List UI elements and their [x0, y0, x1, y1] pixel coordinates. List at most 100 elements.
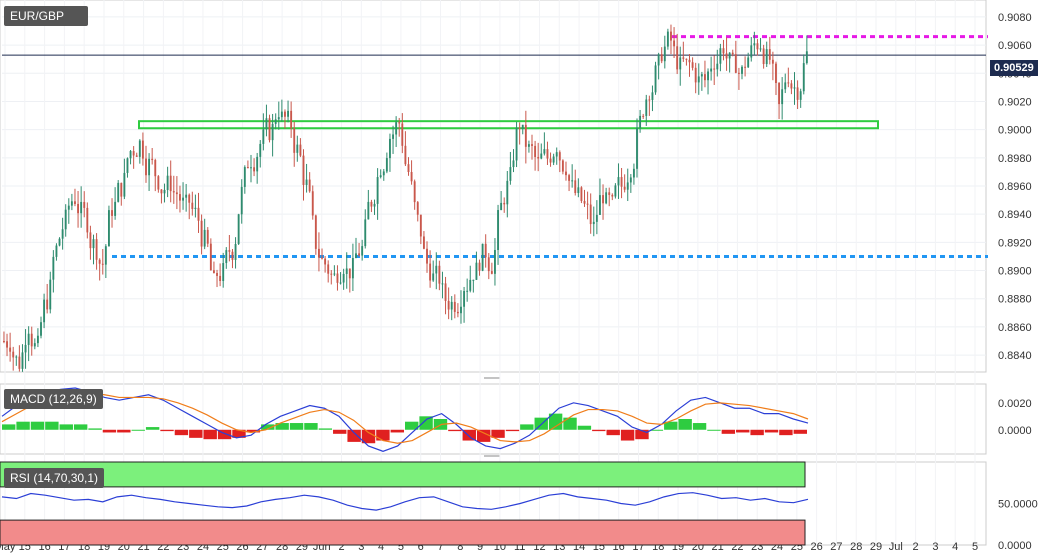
candle-body: [586, 203, 589, 205]
candle-body: [589, 204, 592, 225]
candle-body: [707, 71, 709, 81]
candle-body: [49, 279, 52, 310]
candle-body: [768, 49, 771, 60]
macd-histogram-bar: [131, 429, 145, 431]
candle-body: [537, 156, 540, 159]
candle-body: [765, 49, 768, 65]
candle-body: [540, 153, 543, 159]
candle-body: [725, 53, 728, 59]
macd-tick-label: 0.0000: [998, 425, 1032, 437]
macd-histogram-bar: [793, 429, 807, 434]
candle-body: [719, 48, 722, 64]
candle-body: [645, 99, 648, 116]
candle-body: [490, 271, 493, 274]
y-tick-label: 0.9060: [998, 40, 1032, 52]
candle-body: [40, 322, 42, 336]
candle-body: [636, 127, 638, 169]
candle-body: [203, 229, 206, 247]
candle-body: [611, 194, 614, 197]
macd-histogram-bar: [692, 423, 707, 430]
candle-body: [169, 175, 172, 192]
macd-histogram-bar: [592, 429, 606, 432]
macd-histogram-bar: [347, 429, 361, 442]
x-tick-label: 4: [378, 541, 384, 553]
candle-body: [379, 175, 382, 178]
macd-histogram-bar: [88, 428, 102, 430]
candle-body: [284, 111, 286, 117]
rsi-tick-label: 50.0000: [998, 499, 1038, 511]
candle-body: [12, 351, 15, 358]
candle-body: [355, 253, 357, 258]
candle-body: [602, 195, 604, 204]
candle-body: [253, 167, 256, 172]
candle-body: [531, 144, 533, 146]
candle-body: [179, 194, 181, 201]
macd-histogram-bar: [160, 429, 174, 432]
candle-body: [463, 291, 466, 307]
last-price-tag: 0.90529: [990, 60, 1038, 76]
x-tick-label: 3: [358, 541, 364, 553]
candle-body: [515, 127, 518, 161]
macd-histogram-bar: [606, 429, 620, 436]
candle-body: [77, 203, 80, 214]
candle-body: [679, 57, 682, 70]
candle-body: [521, 124, 524, 129]
candle-body: [407, 164, 410, 172]
candle-body: [129, 151, 132, 159]
candle-body: [571, 180, 574, 182]
macd-label: MACD (12,26,9): [4, 389, 103, 409]
candle-body: [775, 63, 777, 84]
candle-body: [781, 89, 784, 105]
candle-body: [234, 243, 237, 260]
macd-histogram-bar: [102, 429, 117, 433]
candle-body: [154, 160, 157, 177]
candle-body: [321, 257, 323, 259]
macd-signal-line: [1, 392, 809, 444]
candle-body: [43, 299, 46, 323]
macd-histogram-bar: [318, 428, 333, 430]
candle-body: [342, 273, 345, 283]
x-tick-label: 27: [830, 541, 842, 553]
candle-body: [805, 51, 808, 64]
candle-body: [188, 194, 191, 203]
support-resistance-zone: [138, 120, 879, 130]
candle-body: [802, 63, 805, 92]
candle-body: [70, 201, 73, 206]
candle-body: [287, 110, 289, 117]
rsi-label: RSI (14,70,30,1): [4, 468, 105, 488]
macd-histogram-bar: [174, 429, 189, 436]
candle-body: [333, 273, 336, 275]
macd-histogram-bar: [145, 427, 160, 430]
candle-body: [225, 250, 228, 264]
candle-body: [299, 144, 302, 156]
candle-body: [734, 54, 737, 73]
candle-body: [503, 202, 506, 205]
candle-body: [163, 189, 166, 194]
candle-body: [747, 57, 750, 68]
candle-body: [796, 87, 799, 100]
macd-histogram-bar: [203, 429, 217, 440]
y-tick-label: 0.9000: [998, 125, 1032, 137]
candle-body: [475, 262, 478, 280]
candle-body: [265, 118, 268, 130]
macd-histogram-bar: [764, 429, 779, 433]
candle-body: [790, 83, 793, 89]
macd-histogram-bar: [548, 413, 563, 430]
candle-body: [361, 246, 364, 256]
candle-body: [33, 343, 36, 347]
candle-body: [432, 273, 435, 281]
macd-histogram-bar: [117, 429, 131, 433]
candle-body: [21, 352, 24, 369]
candle-body: [512, 160, 515, 168]
candle-body: [762, 48, 765, 65]
candle-body: [518, 127, 521, 129]
candle-body: [583, 200, 586, 204]
macd-histogram-bar: [232, 429, 246, 438]
macd-histogram-bar: [577, 425, 592, 430]
macd-histogram-bar: [448, 429, 462, 432]
x-tick-label: 3: [932, 541, 938, 553]
candle-body: [494, 249, 496, 274]
candle-body: [697, 76, 700, 83]
macd-histogram-bar: [405, 421, 419, 430]
macd-histogram-bar: [620, 429, 635, 441]
